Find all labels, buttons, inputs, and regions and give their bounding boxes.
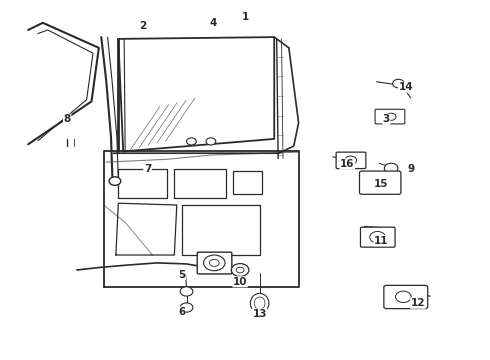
FancyBboxPatch shape (361, 227, 395, 247)
Text: 7: 7 (144, 164, 151, 174)
FancyBboxPatch shape (336, 152, 366, 168)
Text: 4: 4 (210, 18, 217, 28)
Circle shape (180, 303, 193, 312)
FancyBboxPatch shape (360, 171, 401, 194)
Circle shape (187, 138, 196, 145)
Circle shape (203, 255, 225, 271)
Circle shape (386, 113, 396, 120)
FancyBboxPatch shape (197, 252, 232, 274)
Text: 16: 16 (340, 159, 355, 169)
Circle shape (231, 264, 249, 276)
Text: 15: 15 (374, 179, 389, 189)
Circle shape (345, 156, 357, 165)
FancyBboxPatch shape (384, 285, 428, 309)
Text: 12: 12 (411, 298, 425, 308)
Circle shape (395, 291, 411, 302)
Circle shape (209, 259, 219, 266)
Text: 3: 3 (383, 114, 390, 124)
Text: 11: 11 (374, 236, 389, 246)
Text: 9: 9 (407, 164, 414, 174)
Text: 5: 5 (178, 270, 185, 280)
Text: 8: 8 (64, 114, 71, 124)
Text: 6: 6 (178, 307, 185, 317)
Text: 2: 2 (139, 21, 147, 31)
Text: 1: 1 (242, 13, 248, 22)
Circle shape (236, 267, 244, 273)
Text: 10: 10 (233, 277, 247, 287)
Ellipse shape (250, 293, 269, 313)
Ellipse shape (254, 297, 265, 310)
Text: 14: 14 (398, 82, 413, 92)
Circle shape (109, 177, 121, 185)
Circle shape (206, 138, 216, 145)
Circle shape (180, 287, 193, 296)
Text: 13: 13 (252, 309, 267, 319)
Circle shape (384, 163, 398, 173)
Circle shape (392, 79, 404, 88)
FancyBboxPatch shape (375, 109, 405, 124)
Circle shape (370, 231, 385, 243)
